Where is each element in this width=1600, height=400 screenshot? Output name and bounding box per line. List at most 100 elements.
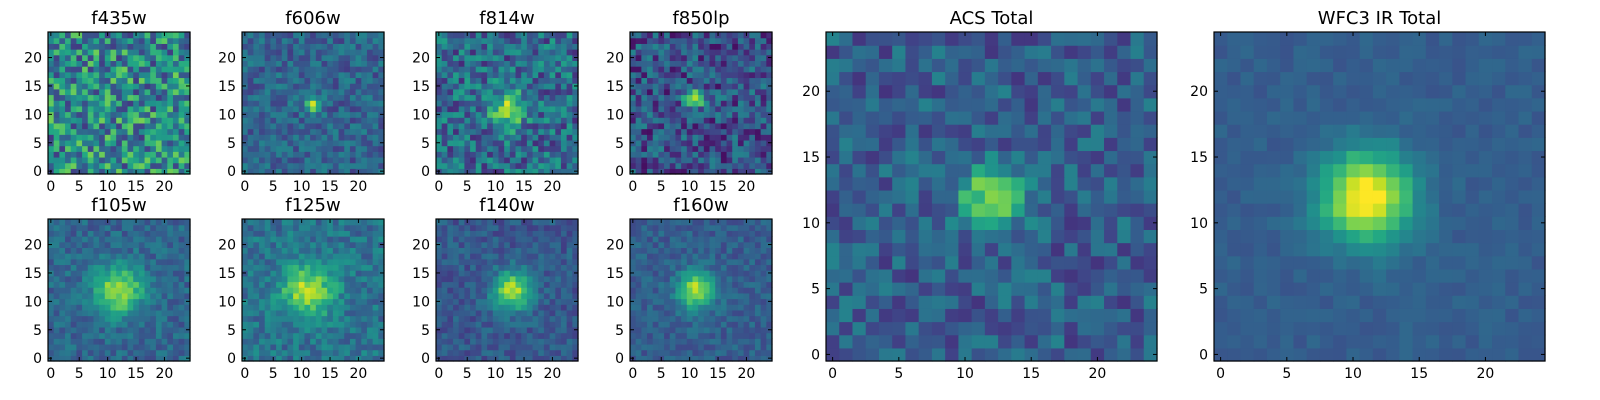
heatmap-cell: [150, 156, 157, 164]
heatmap-cell: [338, 332, 345, 339]
heatmap-cell: [698, 111, 705, 118]
heatmap-cell: [99, 134, 106, 141]
heatmap-cell: [572, 230, 579, 237]
heatmap-cell: [504, 60, 511, 67]
heatmap-cell: [475, 253, 483, 260]
heatmap-cell: [532, 292, 539, 300]
axes-frame: [47, 31, 191, 175]
heatmap-cell: [361, 264, 368, 271]
heatmap-cell: [504, 321, 511, 328]
heatmap-cell: [298, 309, 306, 317]
heatmap-cell: [378, 253, 385, 260]
heatmap-cell: [543, 88, 551, 96]
heatmap-cell: [82, 258, 89, 266]
heatmap-cell: [372, 241, 379, 248]
heatmap-cell: [675, 43, 682, 50]
heatmap-cell: [560, 37, 568, 44]
heatmap-cell: [150, 37, 157, 44]
heatmap-cell: [441, 117, 448, 124]
heatmap-cell: [475, 117, 483, 124]
heatmap-cell: [138, 117, 146, 124]
heatmap-cell: [82, 32, 89, 39]
heatmap-cell: [349, 128, 357, 135]
heatmap-cell: [732, 151, 739, 158]
heatmap-cell: [366, 37, 374, 44]
heatmap-cell: [247, 156, 254, 164]
heatmap-cell: [441, 321, 448, 328]
heatmap-cell: [447, 253, 454, 260]
heatmap-cell: [65, 292, 72, 300]
heatmap-cell: [492, 224, 500, 231]
heatmap-cell: [754, 145, 762, 152]
heatmap-cell: [652, 332, 659, 339]
heatmap-cell: [664, 315, 671, 322]
heatmap-cell: [276, 349, 283, 356]
heatmap-cell: [110, 224, 117, 231]
heatmap-cell: [310, 219, 317, 226]
heatmap-cell: [555, 49, 562, 56]
heatmap-cell: [161, 224, 168, 231]
heatmap-cell: [53, 321, 60, 328]
heatmap-cell: [572, 338, 579, 345]
heatmap-cell: [150, 264, 157, 271]
heatmap-cell: [487, 275, 494, 283]
heatmap-cell: [709, 355, 716, 362]
heatmap-cell: [492, 54, 500, 61]
heatmap-cell: [698, 292, 705, 300]
heatmap-cell: [110, 162, 117, 169]
heatmap-cell: [743, 128, 750, 135]
heatmap-cell: [327, 275, 334, 283]
heatmap-cell: [59, 37, 66, 44]
heatmap-cell: [470, 287, 477, 294]
heatmap-cell: [698, 32, 705, 39]
heatmap-cell: [247, 37, 254, 44]
heatmap-cell: [498, 264, 505, 271]
heatmap-cell: [332, 94, 340, 101]
heatmap-cell: [737, 326, 745, 334]
heatmap-cell: [743, 83, 750, 90]
heatmap-cell: [76, 253, 83, 260]
heatmap-cell: [59, 253, 66, 260]
heatmap-cell: [150, 287, 157, 294]
heatmap-cell: [572, 332, 579, 339]
heatmap-cell: [635, 156, 642, 164]
heatmap-cell: [87, 247, 95, 254]
heatmap-cell: [532, 83, 539, 90]
heatmap-cell: [242, 151, 249, 158]
heatmap-cell: [87, 349, 95, 356]
heatmap-cell: [276, 253, 283, 260]
heatmap-cell: [247, 355, 254, 362]
heatmap-cell: [760, 292, 767, 300]
heatmap-cell: [487, 224, 494, 231]
heatmap-cell: [481, 298, 488, 305]
heatmap-cell: [332, 43, 340, 50]
heatmap-cell: [658, 275, 665, 283]
heatmap-cell: [715, 77, 722, 84]
heatmap-cell: [121, 122, 129, 130]
heatmap-cell: [127, 88, 134, 96]
heatmap-cell: [470, 253, 477, 260]
heatmap-cell: [453, 49, 460, 56]
heatmap-cell: [366, 309, 374, 317]
heatmap-cell: [53, 241, 60, 248]
heatmap-cell: [344, 332, 351, 339]
heatmap-cell: [321, 94, 328, 101]
heatmap-cell: [87, 338, 95, 345]
heatmap-cell: [144, 43, 151, 50]
heatmap-cell: [121, 49, 129, 56]
heatmap-cell: [441, 151, 448, 158]
heatmap-cell: [630, 315, 637, 322]
heatmap-cell: [543, 298, 551, 305]
heatmap-cell: [458, 281, 465, 288]
heatmap-cell: [327, 292, 334, 300]
heatmap-cell: [59, 105, 66, 113]
heatmap-cell: [242, 275, 249, 283]
heatmap-cell: [332, 332, 340, 339]
heatmap-cell: [372, 77, 379, 84]
heatmap-cell: [264, 247, 271, 254]
heatmap-cell: [172, 145, 180, 152]
heatmap-cell: [652, 32, 659, 39]
heatmap-cell: [732, 275, 739, 283]
heatmap-cell: [760, 139, 767, 147]
heatmap-cell: [635, 71, 642, 79]
